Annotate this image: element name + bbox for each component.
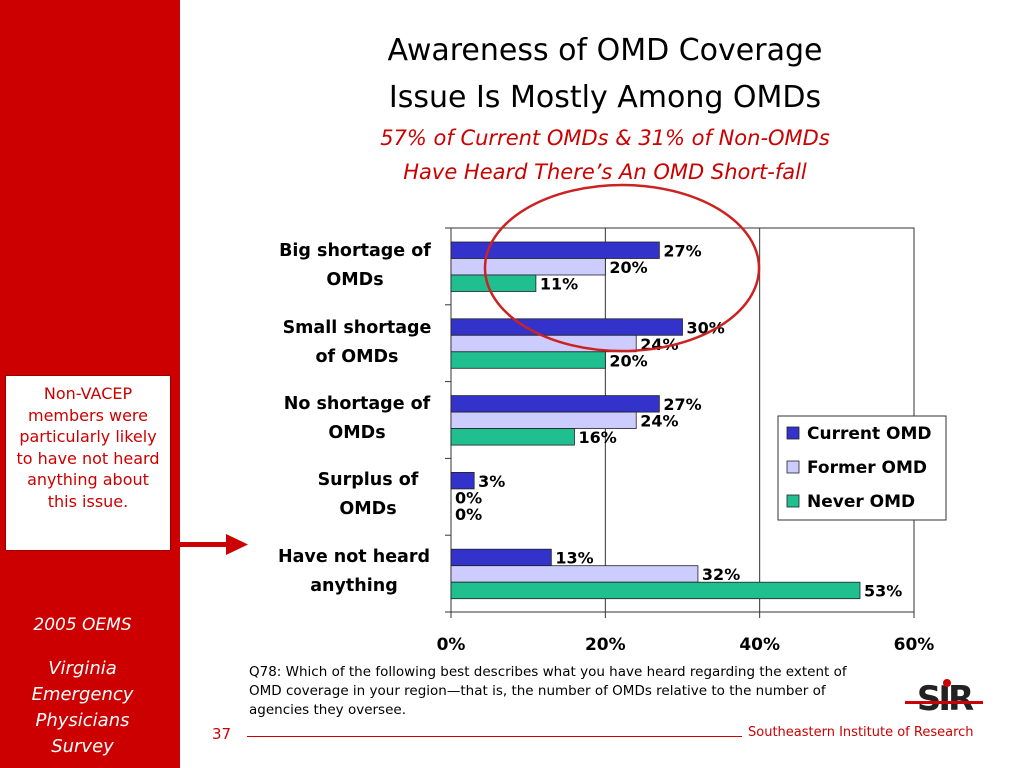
data-label: 24% xyxy=(640,412,678,431)
bar xyxy=(450,334,637,353)
bar xyxy=(450,318,683,336)
x-tick-label: 20% xyxy=(585,635,626,655)
question-text: Q78: Which of the following best describ… xyxy=(249,664,847,718)
legend xyxy=(777,415,947,521)
data-label: 30% xyxy=(687,318,725,337)
footer-divider xyxy=(247,736,742,737)
data-label: 20% xyxy=(609,258,647,277)
data-label: 27% xyxy=(663,242,701,261)
survey-name: Virginia Emergency Physicians Survey xyxy=(0,656,165,760)
bar xyxy=(450,428,575,446)
x-tick-label: 40% xyxy=(739,635,780,655)
data-label: 20% xyxy=(609,351,647,370)
data-label: 0% xyxy=(455,488,482,507)
legend-swatch xyxy=(786,494,800,508)
survey-name-line: Virginia xyxy=(48,658,117,679)
subtitle: 57% of Current OMDs & 31% of Non-OMDs xyxy=(380,126,830,150)
data-label: 32% xyxy=(702,565,740,584)
bar xyxy=(450,548,552,567)
bar xyxy=(450,258,606,276)
data-label: 3% xyxy=(478,472,505,491)
x-tick-label: 60% xyxy=(894,635,935,655)
bar xyxy=(450,411,637,430)
subtitle-line2: Have Heard There’s An OMD Short-fall xyxy=(403,160,807,184)
data-label: 13% xyxy=(555,549,593,568)
survey-name-line: Survey xyxy=(51,736,114,757)
page-number: 37 xyxy=(212,725,232,743)
data-label: 0% xyxy=(455,505,482,524)
highlight-circle xyxy=(483,183,761,353)
category-label: Surplus of OMDs xyxy=(317,470,419,519)
x-tick-label: 0% xyxy=(437,635,466,655)
legend-swatch xyxy=(786,426,800,440)
organization-name: Southeastern Institute of Research xyxy=(748,725,974,740)
page-title: Awareness of OMD Coverage xyxy=(387,33,823,68)
bar xyxy=(450,471,475,490)
data-label: 11% xyxy=(540,275,578,294)
bar xyxy=(450,395,660,413)
data-label: 27% xyxy=(663,395,701,414)
data-label: 16% xyxy=(578,428,616,447)
page-title-line2: Issue Is Mostly Among OMDs xyxy=(388,80,822,115)
survey-name-line: Physicians xyxy=(35,710,130,731)
bar xyxy=(450,241,660,259)
bar xyxy=(450,274,537,292)
bar xyxy=(450,581,861,600)
survey-year: 2005 OEMS xyxy=(33,615,132,635)
legend-label: Current OMD xyxy=(807,424,932,444)
arrow-right-icon xyxy=(180,534,248,555)
legend-swatch xyxy=(786,460,800,474)
survey-name-line: Emergency xyxy=(31,684,134,705)
data-label: 53% xyxy=(864,582,902,601)
category-label: Small shortage of OMDs xyxy=(282,318,432,367)
bar xyxy=(450,351,606,369)
category-label: Big shortage of OMDs xyxy=(279,241,431,290)
category-label: Have not heard anything xyxy=(277,547,431,596)
legend-label: Never OMD xyxy=(807,492,915,512)
legend-label: Former OMD xyxy=(807,458,927,478)
bar xyxy=(450,565,699,583)
category-label: No shortage of OMDs xyxy=(283,394,431,443)
note-box: Non-VACEP members were particularly like… xyxy=(5,375,171,551)
sir-logo: SIR xyxy=(905,679,983,717)
